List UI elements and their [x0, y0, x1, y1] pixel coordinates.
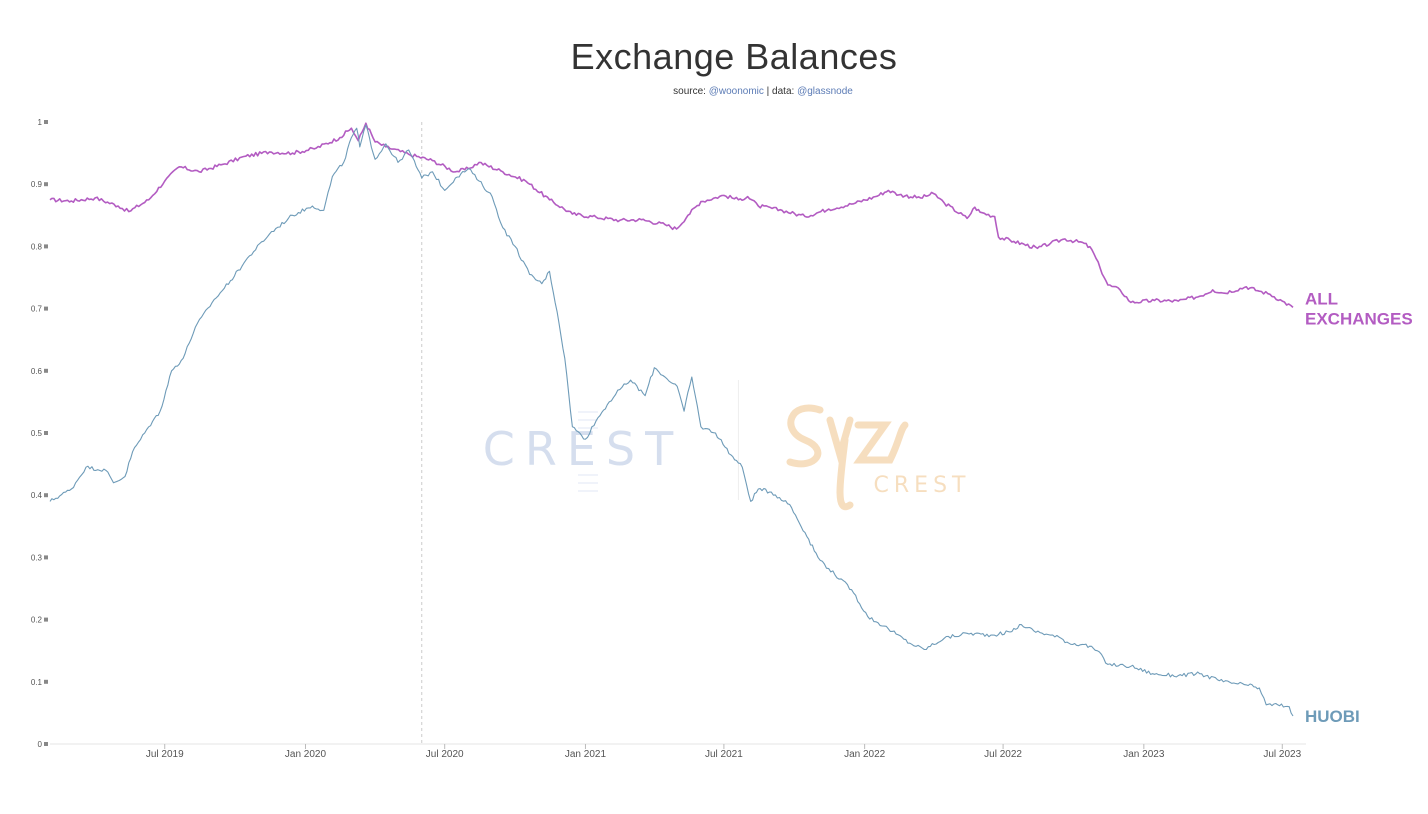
y-tick-label: 0	[38, 740, 43, 749]
x-tick-label: Jul 2020	[426, 749, 464, 760]
series-layer: ALL EXCHANGES HUOBI	[49, 122, 1413, 726]
y-tick-label: 0.2	[31, 616, 43, 625]
subtitle-separator: | data:	[763, 86, 798, 97]
y-tick-label: 0.9	[31, 180, 43, 189]
y-tick-label: 0.4	[31, 491, 43, 500]
y-tick-marker	[44, 120, 48, 124]
y-tick-marker	[44, 306, 48, 311]
series-line-huobi	[49, 124, 1294, 717]
y-tick-label: 0.3	[31, 553, 43, 562]
x-tick-label: Jan 2022	[844, 749, 886, 760]
series-label-all-exchanges: ALL EXCHANGES	[1305, 289, 1413, 328]
y-tick-marker	[44, 368, 48, 373]
y-tick-label: 1	[38, 118, 43, 127]
y-tick-label: 0.1	[31, 678, 43, 687]
x-tick-label: Jan 2023	[1123, 749, 1165, 760]
y-tick-label: 0.7	[31, 305, 43, 314]
syz-crest-logo: CREST	[786, 404, 971, 511]
source-link[interactable]: @woonomic	[708, 86, 764, 97]
y-tick-marker	[44, 182, 48, 187]
y-tick-marker	[44, 742, 48, 746]
data-link[interactable]: @glassnode	[797, 86, 853, 97]
x-tick-label: Jul 2022	[984, 749, 1022, 760]
y-tick-marker	[44, 679, 48, 684]
chart-title: Exchange Balances	[570, 36, 898, 77]
crest-watermark-left-text: CREST	[483, 422, 683, 476]
x-tick-label: Jan 2020	[285, 749, 327, 760]
x-tick-label: Jul 2021	[705, 749, 743, 760]
series-line-all-exchanges	[49, 122, 1294, 308]
x-tick-label: Jul 2023	[1263, 749, 1301, 760]
crest-watermark-right-text: CREST	[874, 473, 971, 498]
y-tick-marker	[44, 555, 48, 560]
x-tick-label: Jan 2021	[565, 749, 607, 760]
y-tick-label: 0.6	[31, 367, 43, 376]
subtitle-prefix: source:	[673, 86, 709, 97]
chart-subtitle: source: @woonomic | data: @glassnode	[0, 86, 1428, 97]
y-tick-label: 0.8	[31, 242, 43, 251]
axes: 0 0.1 0.2 0.3 0.4 0.5 0.6 0.7 0.8 0.9 1 Jul 2019 Jan…	[31, 118, 1306, 760]
x-tick-label: Jul 2019	[146, 749, 184, 760]
y-tick-label: 0.5	[31, 429, 43, 438]
crest-watermark-left: CREST	[483, 411, 683, 492]
series-label-huobi: HUOBI	[1305, 707, 1360, 726]
y-tick-marker	[44, 244, 48, 249]
y-tick-marker	[44, 431, 48, 435]
y-tick-marker	[44, 493, 48, 498]
y-tick-marker	[44, 617, 48, 622]
